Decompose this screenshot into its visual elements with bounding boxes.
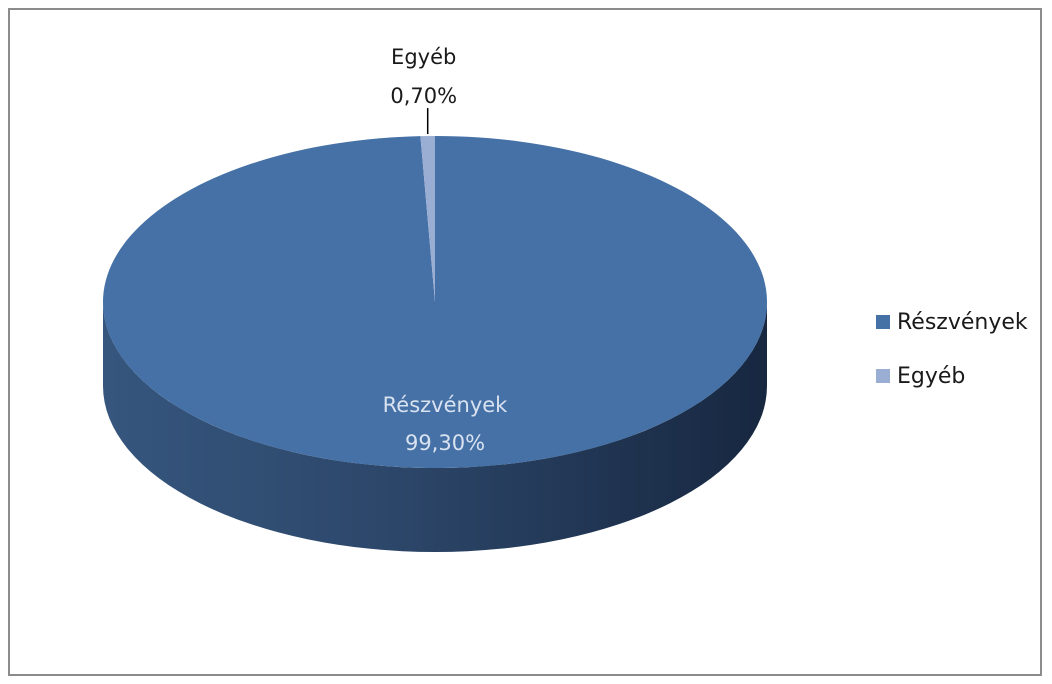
pie-slice-reszvenyek — [103, 136, 768, 469]
pie-side-wall — [103, 302, 767, 552]
data-label-egyeb-value: 0,70% — [390, 84, 457, 108]
legend-swatch-reszvenyek — [876, 315, 890, 329]
legend-item-reszvenyek: Részvények — [876, 308, 1028, 336]
legend-label-egyeb: Egyéb — [897, 363, 966, 389]
data-label-reszvenyek-name: Részvények — [383, 393, 509, 417]
legend-swatch-egyeb — [876, 369, 890, 383]
data-label-reszvenyek-value: 99,30% — [405, 431, 485, 455]
data-label-egyeb-name: Egyéb — [391, 45, 456, 69]
chart-legend: Részvények Egyéb — [876, 308, 1028, 416]
pie-slice-egyeb — [420, 136, 435, 302]
legend-item-egyeb: Egyéb — [876, 362, 1028, 390]
legend-label-reszvenyek: Részvények — [897, 309, 1028, 335]
